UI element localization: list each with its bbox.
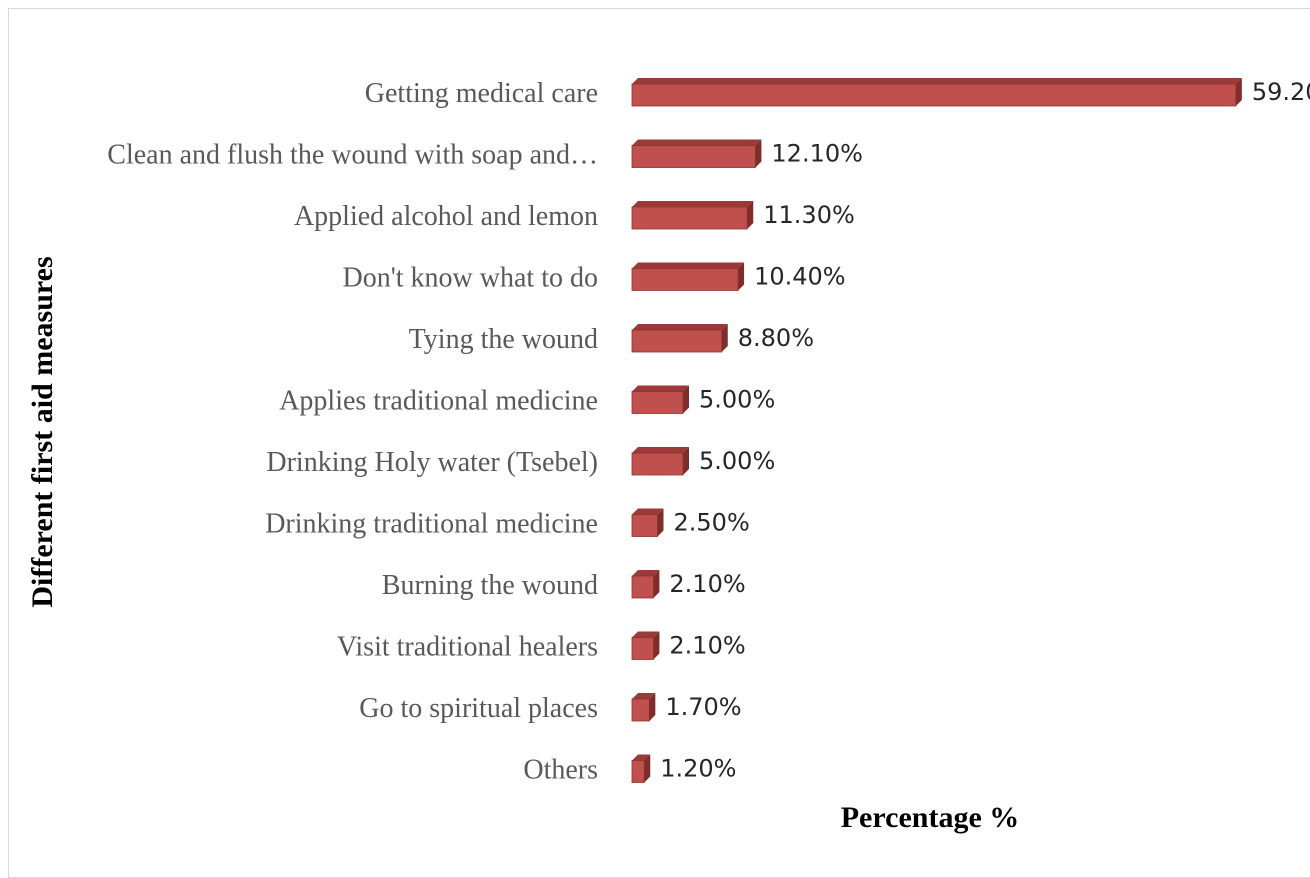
bar-top-face [632,631,660,638]
bar-top-face [632,78,1242,84]
bar-side-face [738,262,745,291]
bar-front-face [631,83,1237,107]
bar-top-face [632,201,754,207]
category-label: Applies traditional medicine [279,386,598,417]
bar-side-face [747,201,754,229]
bar [631,324,728,353]
bar-side-face [653,631,660,660]
bar-front-face [631,268,739,291]
bar-side-face [683,447,689,475]
bar [631,385,689,414]
bar-side-face [644,754,651,783]
data-label: 2.10% [669,570,745,598]
bar-top-face [632,508,664,515]
bar-front-face [631,575,654,599]
bar [631,201,754,230]
bar [631,262,745,291]
bar [631,754,651,783]
bar-front-face [631,698,650,722]
bar-front-face [631,391,684,414]
bar [631,570,660,599]
bar-top-face [632,754,651,761]
category-label: Visit traditional healers [337,632,598,663]
bar-side-face [653,570,660,598]
bar-top-face [632,570,660,576]
category-label: Go to spiritual places [359,693,598,724]
bar-top-face [632,385,689,392]
bar-side-face [721,324,728,352]
bar-top-face [632,324,728,330]
data-label: 1.70% [665,693,741,721]
data-label: 10.40% [754,263,846,291]
bar-top-face [632,139,762,146]
x-axis-title: Percentage % [841,801,1020,834]
bar-side-face [683,385,689,414]
bar-top-face [632,262,745,269]
labels-layer: Getting medical care 59.20% Clean and flus… [107,78,1310,786]
bar-top-face [632,693,656,699]
bar [631,693,656,722]
category-label: Tying the wound [409,324,598,355]
data-label: 11.30% [763,201,855,229]
bar-front-face [631,145,756,168]
bar-front-face [631,206,748,230]
category-label: Others [523,755,598,786]
bar-front-face [631,329,723,353]
bar-front-face [631,760,645,783]
bar-front-face [631,637,654,660]
bar-front-face [631,452,684,476]
bars-layer [631,78,1242,783]
category-label: Drinking traditional medicine [265,509,598,540]
category-label: Clean and flush the wound with soap and… [107,140,598,171]
bar [631,631,660,660]
bar-side-face [657,508,664,537]
data-label: 2.50% [674,509,750,537]
bar [631,139,762,168]
bar [631,447,689,476]
category-label: Drinking Holy water (Tsebel) [266,447,598,478]
category-label: Don't know what to do [343,263,598,294]
bar [631,508,664,537]
y-axis-title: Different first aid measures [26,256,59,607]
category-label: Applied alcohol and lemon [294,201,598,232]
data-label: 2.10% [669,632,745,660]
bar-side-face [755,139,762,168]
data-label: 8.80% [738,324,814,352]
data-label: 5.00% [699,386,775,414]
category-label: Burning the wound [382,570,598,601]
data-label: 5.00% [699,447,775,475]
data-label: 12.10% [771,140,863,168]
data-label: 59.20% [1252,78,1310,106]
bar-front-face [631,514,658,537]
bar-top-face [632,447,689,453]
category-label: Getting medical care [365,78,598,109]
data-label: 1.20% [660,755,736,783]
bar-side-face [649,693,656,721]
bar-side-face [1235,78,1242,106]
bar [631,78,1242,107]
